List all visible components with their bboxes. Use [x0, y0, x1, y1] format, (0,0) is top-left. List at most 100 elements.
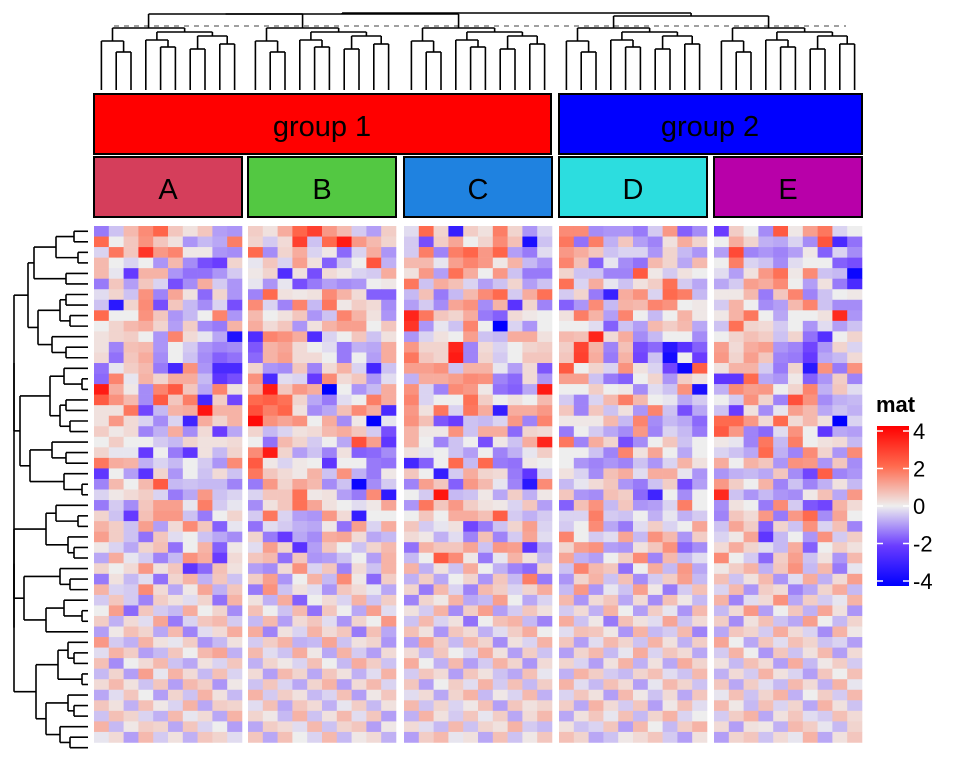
heatmap-cell [212, 710, 228, 722]
heatmap-cell [168, 552, 184, 564]
heatmap-cell [448, 721, 464, 733]
heatmap-cell [588, 268, 604, 279]
heatmap-cell [248, 257, 264, 269]
heatmap-cell [351, 721, 367, 733]
heatmap-cell [351, 489, 367, 501]
heatmap-cell [662, 531, 678, 543]
heatmap-cell [212, 521, 228, 532]
heatmap-cell [366, 510, 382, 522]
heatmap-cell [366, 299, 382, 311]
heatmap-cell [463, 478, 479, 490]
heatmap-cell [817, 531, 833, 543]
heatmap-cell [138, 352, 154, 364]
heatmap-cell [662, 721, 678, 733]
heatmap-cell [662, 710, 678, 722]
heatmap-cell [168, 257, 184, 269]
heatmap-cell [559, 605, 575, 617]
heatmap-cell [692, 626, 708, 638]
heatmap-cell [492, 310, 508, 322]
heatmap-cell [366, 489, 382, 501]
heatmap-cell [633, 373, 649, 385]
heatmap-cell [573, 415, 589, 427]
heatmap-cell [197, 542, 213, 554]
heatmap-cell [832, 394, 848, 406]
heatmap-cell [168, 384, 184, 395]
heatmap-cell [463, 405, 479, 417]
heatmap-cell [662, 331, 678, 343]
heatmap-cell [559, 405, 575, 417]
heatmap-cell [94, 268, 110, 279]
heatmap-cell [418, 436, 434, 448]
heatmap-cell [463, 426, 479, 438]
heatmap-cell [573, 426, 589, 438]
heatmap-cell [758, 700, 774, 712]
heatmap-cell [463, 447, 479, 459]
heatmap-cell [108, 637, 124, 648]
heatmap-cell [588, 731, 604, 743]
heatmap-cell [108, 457, 124, 469]
heatmap-cell [758, 247, 774, 258]
heatmap-cell [507, 352, 523, 364]
heatmap-cell [336, 489, 352, 501]
heatmap-cell [292, 710, 308, 722]
heatmap-cell [463, 352, 479, 364]
heatmap-cell [662, 700, 678, 712]
heatmap-cell [248, 626, 264, 638]
heatmap-cell [336, 500, 352, 511]
heatmap-cell [492, 552, 508, 564]
heatmap-cell [153, 584, 169, 596]
heatmap-cell [277, 289, 293, 301]
heatmap-cell [714, 478, 730, 490]
heatmap-cell [123, 679, 139, 691]
heatmap-cell [728, 647, 744, 659]
heatmap-cell [507, 710, 523, 722]
legend-tick-label: -4 [913, 569, 933, 594]
heatmap-cell [418, 721, 434, 733]
heatmap-cell [138, 341, 154, 353]
heatmap-cell [817, 226, 833, 237]
heatmap-cell [647, 605, 663, 617]
heatmap-cell [381, 594, 397, 606]
heatmap-cell [662, 394, 678, 406]
heatmap-cell [418, 405, 434, 417]
heatmap-cell [647, 563, 663, 575]
heatmap-cell [123, 289, 139, 301]
heatmap-cell [366, 626, 382, 638]
heatmap-cell [292, 489, 308, 501]
heatmap-cell [507, 521, 523, 532]
heatmap-cell [573, 489, 589, 501]
heatmap-cell [307, 268, 323, 279]
heatmap-cell [351, 689, 367, 701]
heatmap-cell [322, 268, 338, 279]
heatmap-cell [522, 320, 538, 332]
heatmap-cell [559, 637, 575, 648]
heatmap-cell [418, 542, 434, 554]
heatmap-cell [168, 615, 184, 627]
heatmap-cell [633, 594, 649, 606]
heatmap-cell [692, 584, 708, 596]
heatmap-cell [108, 468, 124, 480]
heatmap-cell [433, 226, 449, 237]
heatmap-cell [758, 310, 774, 322]
heatmap-cell [212, 236, 228, 248]
heatmap-cell [507, 700, 523, 712]
heatmap-cell [618, 236, 634, 248]
heatmap-cell [478, 489, 494, 501]
heatmap-cell [336, 615, 352, 627]
heatmap-cell [559, 552, 575, 564]
heatmap-cell [418, 679, 434, 691]
heatmap-cell [677, 521, 693, 532]
heatmap-cell [492, 563, 508, 575]
heatmap-cell [647, 426, 663, 438]
heatmap-cell [522, 468, 538, 480]
heatmap-cell [227, 341, 243, 353]
heatmap-cell [138, 457, 154, 469]
heatmap-cell [227, 363, 243, 374]
heatmap-cell [262, 363, 278, 374]
heatmap-cell [832, 500, 848, 511]
heatmap-cell [277, 658, 293, 669]
heatmap-cell [292, 331, 308, 343]
heatmap-cell [153, 384, 169, 395]
heatmap-cell [94, 299, 110, 311]
